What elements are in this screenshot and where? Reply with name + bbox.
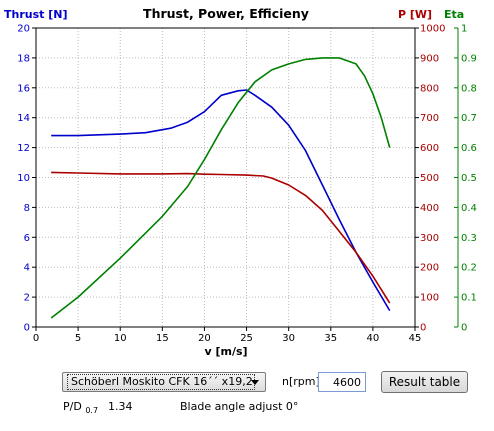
pd-label-text: P/D — [63, 400, 82, 413]
thrust-tick-label: 16 — [17, 83, 30, 94]
blade-angle-label: Blade angle adjust 0° — [180, 400, 299, 413]
power-axis-label: P [W] — [398, 8, 432, 21]
x-tick-label: 5 — [75, 333, 81, 344]
eta-tick-label: 0.5 — [461, 173, 477, 184]
power-series-line — [51, 171, 391, 304]
thrust-axis-label: Thrust [N] — [4, 8, 68, 21]
x-tick-label: 40 — [367, 333, 380, 344]
power-tick-label: 900 — [420, 53, 439, 64]
power-tick-label: 700 — [420, 113, 439, 124]
rpm-input[interactable] — [318, 372, 366, 392]
power-tick-label: 100 — [420, 293, 439, 304]
eta-tick-label: 1 — [461, 24, 467, 35]
eta-tick-label: 0.1 — [461, 293, 477, 304]
thrust-tick-label: 2 — [24, 293, 30, 304]
power-tick-label: 500 — [420, 173, 439, 184]
pd-label: P/D 0.7 — [63, 400, 98, 415]
result-table-button[interactable]: Result table — [381, 371, 468, 393]
eta-axis-label: Eta — [444, 8, 464, 21]
eta-tick-label: 0.3 — [461, 233, 477, 244]
x-tick-label: 20 — [198, 333, 211, 344]
thrust-tick-label: 6 — [24, 233, 30, 244]
power-tick-label: 400 — [420, 203, 439, 214]
eta-tick-label: 0.8 — [461, 83, 477, 94]
propeller-dropdown[interactable]: Schöberl Moskito CFK 16´´ x19,2´´ — [62, 372, 266, 392]
pd-value: 1.34 — [108, 400, 133, 413]
eta-tick-label: 0.9 — [461, 53, 477, 64]
power-tick-label: 200 — [420, 263, 439, 274]
x-tick-label: 10 — [114, 333, 127, 344]
power-tick-label: 1000 — [420, 24, 445, 35]
chevron-down-icon[interactable] — [251, 380, 259, 385]
eta-tick-label: 0.7 — [461, 113, 477, 124]
thrust-tick-label: 12 — [17, 143, 30, 154]
thrust-power-efficiency-chart: 0246810121416182001002003004005006007008… — [4, 6, 477, 358]
thrust-tick-label: 10 — [17, 173, 30, 184]
pd-subscript: 0.7 — [85, 406, 99, 416]
thrust-tick-label: 8 — [24, 203, 30, 214]
thrust-tick-label: 0 — [24, 323, 30, 334]
x-tick-label: 0 — [33, 333, 39, 344]
thrust-series-line — [51, 89, 391, 312]
propeller-selected-value: Schöberl Moskito CFK 16´´ x19,2´´ — [67, 374, 255, 390]
thrust-tick-label: 14 — [17, 113, 30, 124]
eta-series-line — [50, 57, 391, 319]
chart-title: Thrust, Power, Efficieny — [143, 6, 309, 21]
power-tick-label: 600 — [420, 143, 439, 154]
eta-tick-label: 0.4 — [461, 203, 477, 214]
eta-tick-label: 0 — [461, 323, 467, 334]
x-tick-label: 45 — [409, 333, 422, 344]
power-tick-label: 800 — [420, 83, 439, 94]
thrust-tick-label: 18 — [17, 53, 30, 64]
x-axis-label: v [m/s] — [204, 345, 247, 358]
x-tick-label: 25 — [240, 333, 253, 344]
thrust-tick-label: 4 — [24, 263, 30, 274]
eta-tick-label: 0.6 — [461, 143, 477, 154]
x-tick-label: 15 — [156, 333, 169, 344]
rpm-label: n[rpm] — [282, 375, 320, 388]
power-tick-label: 0 — [420, 323, 426, 334]
thrust-tick-label: 20 — [17, 24, 30, 35]
x-tick-label: 35 — [324, 333, 337, 344]
x-tick-label: 30 — [282, 333, 295, 344]
eta-tick-label: 0.2 — [461, 263, 477, 274]
power-tick-label: 300 — [420, 233, 439, 244]
